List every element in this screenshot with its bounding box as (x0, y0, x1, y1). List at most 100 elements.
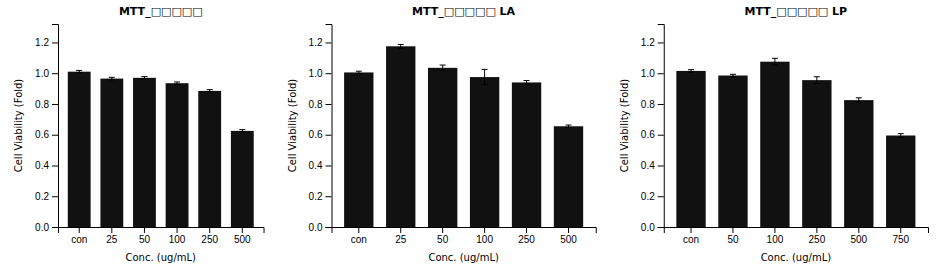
tick: 0.8 (309, 99, 332, 110)
tick-label: 1.0 (35, 68, 49, 79)
tick: 500 (234, 227, 251, 245)
axis-line (658, 25, 665, 228)
tick-label: 0.4 (309, 160, 323, 171)
axis-line (326, 25, 333, 228)
tick: 250 (201, 227, 218, 245)
panel: 0.00.20.40.60.81.01.2con2550100250500MTT… (287, 5, 597, 263)
tick-mark (326, 196, 332, 197)
error-cap (109, 77, 115, 78)
tick: 25 (395, 227, 407, 245)
error-cap (174, 84, 180, 85)
error-cap (688, 72, 694, 73)
tick-mark (858, 227, 859, 233)
x-axis-title: Conc. (ug/mL) (761, 252, 832, 263)
tick-label: 1.2 (35, 37, 49, 48)
axis-line (52, 25, 59, 228)
error-cap (898, 133, 904, 134)
tick: 100 (169, 227, 186, 245)
tick-label: 1.0 (309, 68, 323, 79)
tick: 0.0 (309, 222, 332, 233)
error-cap (565, 125, 571, 126)
tick: 1.0 (641, 68, 664, 79)
tick-mark (52, 227, 58, 228)
error-cap (239, 129, 245, 130)
tick-label: 0.8 (35, 99, 49, 110)
error-cap (730, 76, 736, 77)
tick-mark (658, 135, 664, 136)
tick-label: 1.2 (309, 37, 323, 48)
bar (344, 72, 373, 227)
bar (386, 46, 415, 227)
error-cap (482, 69, 488, 70)
error-cap (398, 48, 404, 49)
error-cap (772, 58, 778, 59)
error-cap (482, 84, 488, 85)
tick-mark (442, 227, 443, 233)
error-bars (688, 58, 904, 137)
axis-line (59, 228, 265, 234)
panel: 0.00.20.40.60.81.01.2con50100250500750MT… (619, 5, 929, 263)
tick-mark (658, 227, 664, 228)
tick: 0.6 (641, 129, 664, 140)
tick: 1.2 (309, 37, 332, 48)
tick-label: 50 (139, 234, 151, 245)
tick-label: 500 (850, 234, 867, 245)
x-axis-title: Conc. (ug/mL) (126, 252, 197, 263)
tick-label: 0.6 (35, 129, 49, 140)
tick-label: 0.2 (35, 191, 49, 202)
tick-mark (691, 227, 692, 233)
tick-mark (326, 42, 332, 43)
y-axis: 0.00.20.40.60.81.01.2 (641, 25, 664, 233)
bar (100, 79, 123, 227)
tick-label: 100 (767, 234, 784, 245)
error-cap (814, 76, 820, 77)
tick-mark (774, 227, 775, 233)
error-bar (526, 81, 527, 85)
tick-label: 500 (560, 234, 577, 245)
tick: 0.2 (35, 191, 58, 202)
tick-label: 0.0 (309, 222, 323, 233)
tick: 50 (139, 227, 151, 245)
tick-label: 0.0 (35, 222, 49, 233)
tick-mark (52, 73, 58, 74)
tick-label: 100 (476, 234, 493, 245)
tick-label: 0.6 (641, 129, 655, 140)
tick: con (71, 227, 87, 245)
tick-mark (52, 135, 58, 136)
tick-mark (144, 227, 145, 233)
tick-mark (816, 227, 817, 233)
tick-mark (111, 227, 112, 233)
tick-label: 50 (727, 234, 739, 245)
title: MTT_□□□□□ (119, 5, 203, 18)
tick-mark (732, 227, 733, 233)
y-axis: 0.00.20.40.60.81.01.2 (35, 25, 58, 233)
tick-label: 1.2 (641, 37, 655, 48)
tick: 0.8 (35, 99, 58, 110)
tick-mark (209, 227, 210, 233)
bar (554, 126, 583, 227)
x-axis: con2550100250500 (59, 227, 265, 245)
tick-label: 25 (395, 234, 407, 245)
tick: 50 (437, 227, 449, 245)
tick-label: 0.0 (641, 222, 655, 233)
error-cap (730, 74, 736, 75)
tick: 750 (892, 227, 909, 245)
error-bar (816, 77, 817, 84)
tick: con (683, 227, 699, 245)
tick-mark (326, 73, 332, 74)
tick-mark (400, 227, 401, 233)
tick-label: 250 (518, 234, 535, 245)
panel: 0.00.20.40.60.81.01.2con2550100250500MTT… (13, 5, 264, 263)
tick-label: 0.2 (641, 191, 655, 202)
error-bar (774, 58, 775, 65)
tick-label: 50 (437, 234, 449, 245)
error-bar (400, 44, 401, 48)
bar (886, 135, 915, 227)
tick: 500 (560, 227, 577, 245)
plot-area (676, 58, 915, 227)
tick: 1.2 (641, 37, 664, 48)
x-axis-title: Conc. (ug/mL) (428, 252, 499, 263)
error-cap (856, 102, 862, 103)
error-bar (858, 98, 859, 103)
tick-mark (177, 227, 178, 233)
